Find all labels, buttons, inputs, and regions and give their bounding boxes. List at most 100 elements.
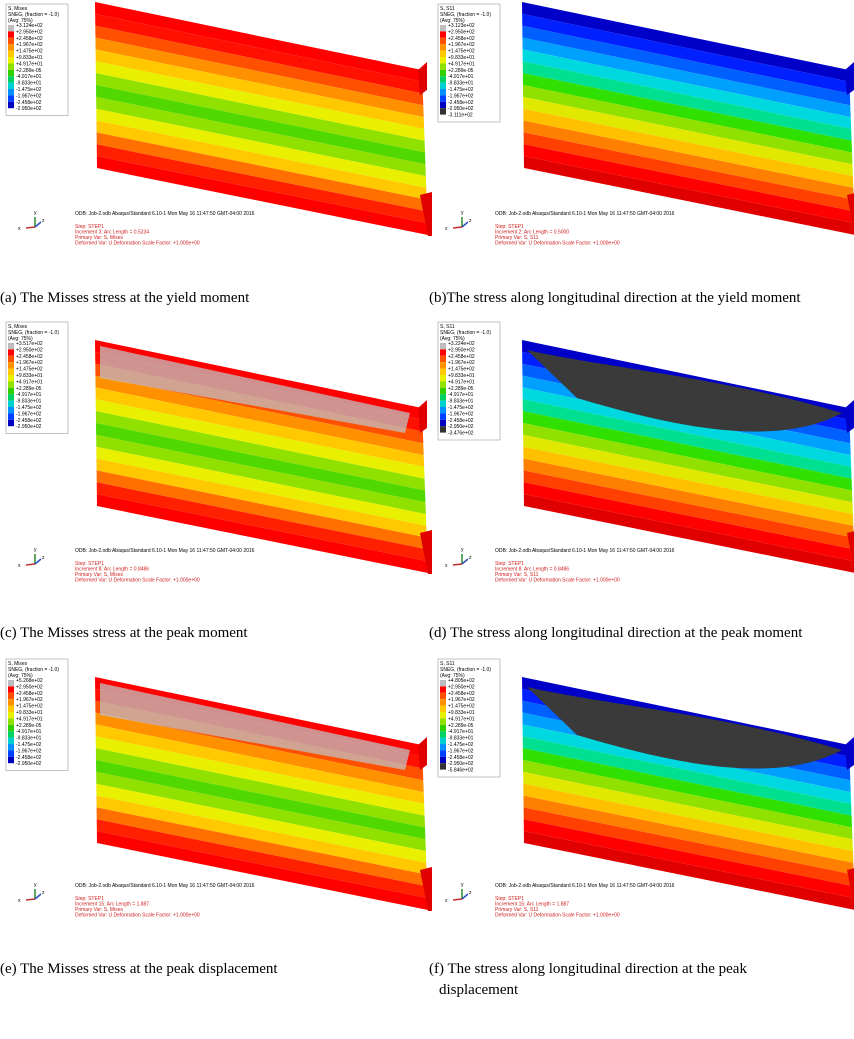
legend-value: -3.476e+02 — [448, 431, 474, 437]
caption: displacement — [439, 982, 518, 999]
legend-value: +2.950e+02 — [16, 684, 43, 690]
legend-value: +4.917e+01 — [448, 379, 475, 385]
legend-value: -4.917e+01 — [16, 74, 42, 80]
legend-value: -2.458e+02 — [16, 100, 42, 106]
legend-swatch — [8, 699, 14, 705]
triad-label: x — [18, 226, 21, 232]
legend-swatch — [440, 420, 446, 426]
legend-value: +1.967e+02 — [448, 360, 475, 366]
odb-info: ODB: Job-2.odb Abaqus/Standard 6.10-1 Mo… — [495, 211, 675, 217]
legend-value: -1.967e+02 — [16, 411, 42, 417]
legend-swatch — [440, 757, 446, 763]
legend-swatch — [440, 725, 446, 731]
legend-swatch — [8, 70, 14, 76]
legend-swatch — [8, 343, 14, 349]
legend-swatch — [8, 76, 14, 82]
legend-swatch — [440, 76, 446, 82]
legend-value: +1.475e+02 — [448, 367, 475, 373]
legend-value: -4.917e+01 — [16, 729, 42, 735]
legend-value: +2.458e+02 — [16, 36, 43, 42]
legend-value: +3.517e+02 — [16, 341, 43, 347]
legend-swatch — [8, 63, 14, 69]
legend-value: -1.475e+02 — [16, 742, 42, 748]
legend-swatch — [8, 381, 14, 387]
legend-value: -9.833e+01 — [16, 399, 42, 405]
legend-swatch — [8, 25, 14, 31]
legend-swatch — [8, 95, 14, 101]
legend-value: -1.475e+02 — [448, 742, 474, 748]
triad-label: x — [18, 563, 21, 569]
triad-label: y — [34, 547, 37, 553]
legend-swatch — [440, 401, 446, 407]
legend-value: -1.967e+02 — [16, 93, 42, 99]
triad-axis — [453, 899, 462, 900]
legend-value: +2.458e+02 — [16, 691, 43, 697]
legend-value: +4.917e+01 — [16, 716, 43, 722]
legend-swatch — [8, 757, 14, 763]
legend-value: +9.833e+01 — [16, 373, 43, 379]
legend-swatch — [440, 102, 446, 108]
legend-swatch — [440, 699, 446, 705]
legend-value: +1.967e+02 — [448, 42, 475, 48]
legend-swatch — [8, 51, 14, 57]
legend-value: +4.917e+01 — [448, 716, 475, 722]
caption: (b)The stress along longitudinal directi… — [429, 290, 801, 307]
legend-value: -1.967e+02 — [16, 748, 42, 754]
status-line: Deformed Var: U Deformation Scale Factor… — [75, 913, 200, 919]
legend-value: +3.124e+02 — [16, 23, 43, 29]
legend-value: -1.475e+02 — [16, 87, 42, 93]
legend-value: +9.833e+01 — [16, 710, 43, 716]
legend-value: +9.833e+01 — [16, 55, 43, 61]
triad-label: z — [42, 218, 45, 224]
legend-swatch — [8, 394, 14, 400]
legend-swatch — [8, 349, 14, 355]
legend-value: -2.458e+02 — [448, 755, 474, 761]
legend-swatch — [440, 750, 446, 756]
triad-label: z — [42, 890, 45, 896]
odb-info: ODB: Job-2.odb Abaqus/Standard 6.10-1 Mo… — [75, 211, 255, 217]
legend-value: +4.805e+02 — [448, 678, 475, 684]
odb-info: ODB: Job-2.odb Abaqus/Standard 6.10-1 Mo… — [75, 883, 255, 889]
legend-swatch — [440, 38, 446, 44]
legend-swatch — [440, 712, 446, 718]
legend-swatch — [440, 388, 446, 394]
legend-value: +1.475e+02 — [448, 49, 475, 55]
triad-axis — [26, 899, 35, 900]
legend-value: -2.950e+02 — [448, 761, 474, 767]
legend-value: +1.967e+02 — [16, 42, 43, 48]
legend-value: -3.111e+02 — [448, 113, 473, 119]
legend-swatch — [8, 750, 14, 756]
figure: S, MisesSNEG, (fraction = -1.0)(Avg: 75%… — [0, 0, 854, 1039]
legend-value: +9.833e+01 — [448, 710, 475, 716]
legend-value: -1.967e+02 — [448, 748, 474, 754]
odb-info: ODB: Job-2.odb Abaqus/Standard 6.10-1 Mo… — [495, 548, 675, 554]
legend-value: +2.458e+02 — [448, 691, 475, 697]
status-line: Deformed Var: U Deformation Scale Factor… — [75, 241, 200, 247]
legend-value: -4.917e+01 — [448, 74, 474, 80]
legend-value: +1.475e+02 — [16, 704, 43, 710]
legend-value: -4.917e+01 — [448, 729, 474, 735]
legend-value: +2.289e-05 — [16, 386, 42, 392]
triad-label: z — [469, 890, 472, 896]
legend-swatch — [8, 731, 14, 737]
legend-swatch — [8, 407, 14, 413]
caption: (f) The stress along longitudinal direct… — [429, 961, 747, 978]
legend-value: +1.967e+02 — [16, 360, 43, 366]
legend-value: +2.950e+02 — [448, 347, 475, 353]
legend-value: +9.833e+01 — [448, 55, 475, 61]
panel: S, MisesSNEG, (fraction = -1.0)(Avg: 75%… — [6, 659, 432, 919]
legend-swatch — [440, 31, 446, 37]
legend-swatch — [440, 343, 446, 349]
triad-label: z — [469, 218, 472, 224]
triad-label: y — [34, 882, 37, 888]
triad-axis — [26, 227, 35, 228]
legend-swatch — [8, 413, 14, 419]
status-line: Deformed Var: U Deformation Scale Factor… — [75, 578, 200, 584]
legend-swatch — [8, 718, 14, 724]
caption: (e) The Misses stress at the peak displa… — [0, 961, 278, 978]
legend-swatch — [8, 362, 14, 368]
legend-value: +2.458e+02 — [448, 354, 475, 360]
legend-value: -2.458e+02 — [16, 418, 42, 424]
legend-value: -4.917e+01 — [448, 392, 474, 398]
